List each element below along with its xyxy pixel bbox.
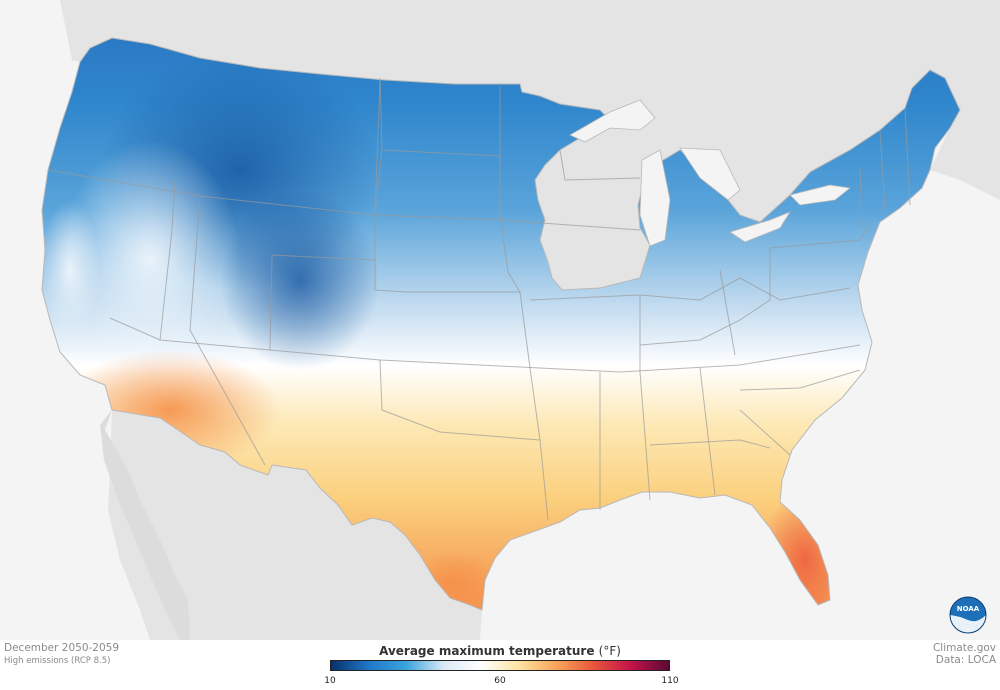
- noaa-logo: NOAA: [949, 596, 987, 634]
- scenario-label: High emissions (RCP 8.5): [4, 656, 111, 666]
- great-lakes: [569, 99, 851, 247]
- legend-tick-mid: 60: [494, 676, 506, 686]
- legend-title-text: Average maximum temperature: [379, 644, 595, 658]
- legend-tick-min: 10: [324, 676, 336, 686]
- noaa-logo-text: NOAA: [957, 605, 980, 613]
- map-canvas: NOAA: [41, 0, 1000, 640]
- data-credit: Data: LOCA: [935, 654, 996, 666]
- map-footer: December 2050-2059 High emissions (RCP 8…: [0, 640, 1000, 690]
- temperature-map: [41, 0, 1000, 640]
- legend-title: Average maximum temperature (°F): [330, 644, 670, 658]
- legend-unit: (°F): [598, 644, 621, 658]
- source-credit: Climate.gov: [932, 642, 996, 654]
- legend-tick-max: 110: [661, 676, 679, 686]
- state-boundaries: [47, 77, 911, 521]
- time-period-label: December 2050-2059: [4, 642, 120, 654]
- legend-color-bar: [330, 660, 670, 671]
